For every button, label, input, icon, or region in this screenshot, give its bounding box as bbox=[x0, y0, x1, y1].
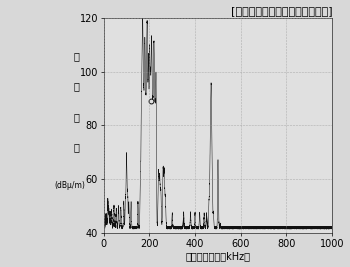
Text: (dBμ/m): (dBμ/m) bbox=[54, 181, 85, 190]
Text: 度: 度 bbox=[73, 142, 79, 152]
Text: 強: 強 bbox=[73, 112, 79, 122]
Text: 界: 界 bbox=[73, 82, 79, 92]
X-axis label: 周　波　数　（kHz）: 周 波 数 （kHz） bbox=[186, 252, 251, 261]
Text: 電: 電 bbox=[73, 52, 79, 61]
Text: [シールド工事後（調整室中央）]: [シールド工事後（調整室中央）] bbox=[231, 6, 332, 15]
